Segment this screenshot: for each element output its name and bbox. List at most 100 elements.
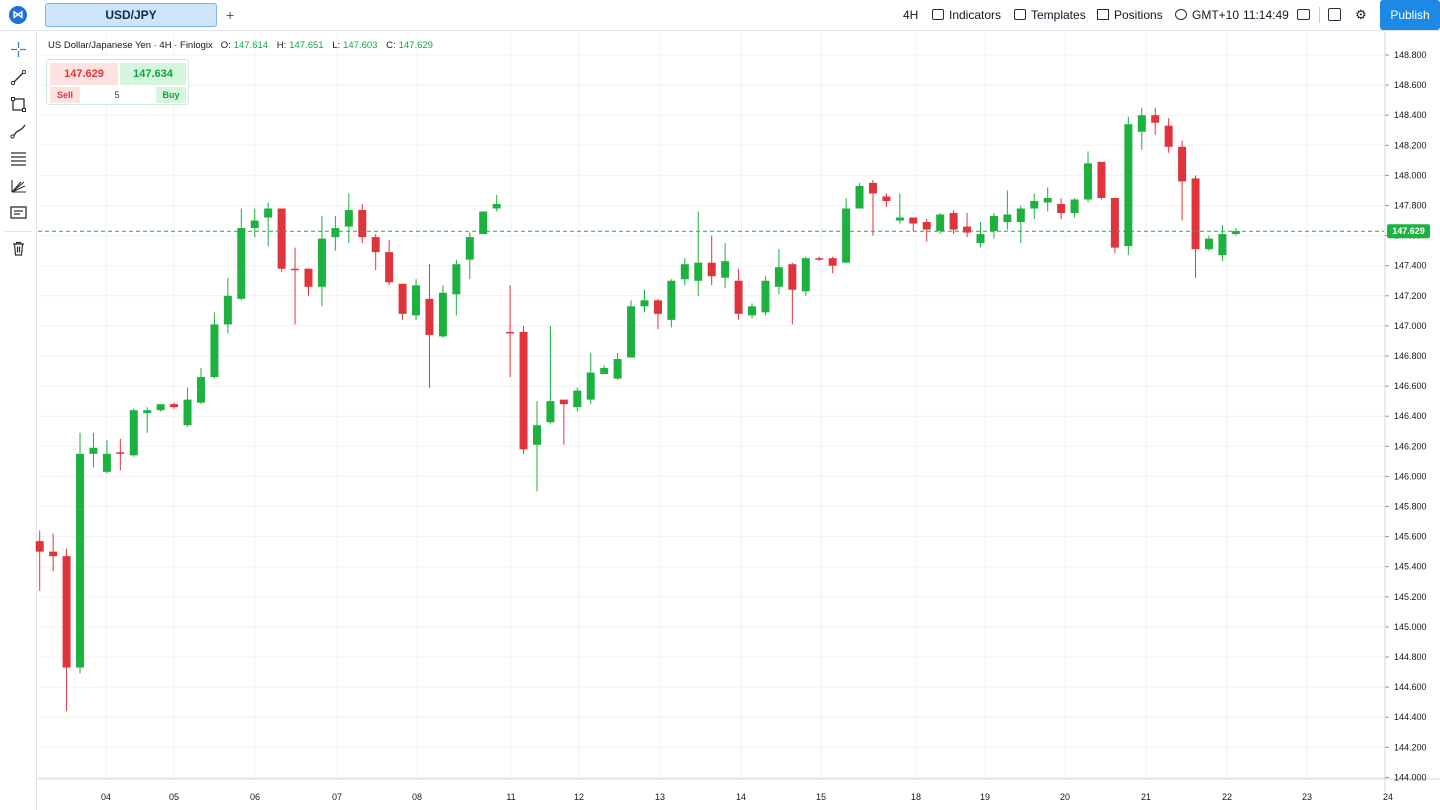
price-tick-label: 144.000 <box>1394 772 1427 782</box>
brush-icon[interactable] <box>10 123 27 140</box>
candle-down <box>1057 197 1066 220</box>
buy-price-button[interactable]: 147.634 <box>120 63 186 85</box>
candle-up <box>989 213 998 239</box>
sell-price-button[interactable]: 147.629 <box>50 63 118 85</box>
price-tick-label: 145.400 <box>1394 562 1427 572</box>
price-tick-label: 148.600 <box>1394 80 1427 90</box>
candle-up <box>465 232 474 280</box>
layout-button[interactable] <box>1328 8 1346 23</box>
price-tick-label: 146.800 <box>1394 351 1427 361</box>
text-note-icon[interactable] <box>10 204 27 221</box>
trash-icon[interactable] <box>10 240 27 257</box>
candle-up <box>237 208 246 301</box>
price-tick-label: 144.400 <box>1394 712 1427 722</box>
candle-up <box>412 279 421 320</box>
candle-down <box>371 234 380 271</box>
candle-up <box>694 211 703 296</box>
candle-up <box>331 216 340 251</box>
calendar-icon <box>1297 9 1310 20</box>
candle-down <box>734 268 743 320</box>
candle-up <box>479 211 488 235</box>
candle-up <box>640 289 649 313</box>
quantity-input[interactable]: 5 <box>114 90 120 100</box>
candle-up <box>748 303 757 319</box>
trend-line-icon[interactable] <box>10 69 27 86</box>
price-tick-label: 144.200 <box>1394 742 1427 752</box>
toolbar-divider <box>1319 7 1320 23</box>
time-axis[interactable]: 04 05 06 07 08 11 12 13 14 15 18 19 20 21 22 23 24 <box>101 792 1393 802</box>
candle-down <box>909 217 918 232</box>
time-tick-label: 08 <box>412 792 422 802</box>
candle-up <box>801 256 810 296</box>
candle-up <box>76 432 85 674</box>
candle-up <box>223 277 232 334</box>
candle-up <box>936 213 945 235</box>
crosshair-icon[interactable] <box>10 41 27 58</box>
time-tick-label: 22 <box>1222 792 1232 802</box>
price-tick-label: 147.200 <box>1394 291 1427 301</box>
positions-label: Positions <box>1114 8 1163 22</box>
top-toolbar: ⋈ USD/JPY + 4H Indicators Templates Posi… <box>0 0 1440 31</box>
candle-up <box>774 249 783 295</box>
settings-button[interactable]: ⚙ <box>1355 8 1367 22</box>
buy-button[interactable]: Buy <box>156 87 186 103</box>
time-tick-label: 23 <box>1302 792 1312 802</box>
candle-up <box>250 208 259 238</box>
candle-down <box>788 262 797 325</box>
publish-button[interactable]: Publish <box>1380 0 1440 30</box>
timezone-selector[interactable]: GMT+10 <box>1175 8 1239 22</box>
candle-up <box>1084 151 1093 203</box>
interval-selector[interactable]: 4H <box>903 8 919 22</box>
rectangle-icon[interactable] <box>10 96 27 113</box>
pitchfork-icon[interactable] <box>10 177 27 194</box>
gear-icon: ⚙ <box>1355 7 1367 22</box>
fib-retracement-icon[interactable] <box>10 150 27 167</box>
price-tick-label: 145.200 <box>1394 592 1427 602</box>
candle-up <box>210 312 219 379</box>
candle-down <box>358 203 367 244</box>
candle-up <box>1030 193 1039 220</box>
calendar-button[interactable] <box>1297 8 1315 22</box>
price-tick-label: 146.600 <box>1394 381 1427 391</box>
candle-up <box>855 182 864 209</box>
candle-up <box>344 193 353 244</box>
candle-down <box>815 256 824 262</box>
toolbar-divider <box>5 231 32 232</box>
candle-up <box>196 368 205 405</box>
candle-up <box>546 325 555 424</box>
candle-up <box>600 365 609 375</box>
candle-up <box>89 432 98 468</box>
candle-up <box>438 285 447 338</box>
candle-up <box>1137 107 1146 150</box>
candle-up <box>143 407 152 433</box>
candle-up <box>976 222 985 248</box>
candles <box>35 107 1240 712</box>
logo-icon[interactable]: ⋈ <box>9 6 27 24</box>
price-tick-label: 145.000 <box>1394 622 1427 632</box>
candle-up <box>1231 228 1240 236</box>
candle-up <box>183 387 192 427</box>
candle-down <box>963 213 972 238</box>
candle-down <box>949 210 958 235</box>
time-tick-label: 05 <box>169 792 179 802</box>
add-tab-button[interactable]: + <box>226 7 235 23</box>
candle-up <box>317 216 326 307</box>
candle-down <box>1097 161 1106 200</box>
positions-button[interactable]: Positions <box>1097 8 1163 22</box>
candle-up <box>627 300 636 358</box>
candle-up <box>761 276 770 316</box>
indicators-button[interactable]: Indicators <box>932 8 1001 22</box>
candle-down <box>1191 175 1200 278</box>
candle-up <box>721 243 730 289</box>
price-axis[interactable]: 148.800 148.600 148.400 148.200 148.000 147.8… <box>1385 50 1427 782</box>
legend-open-value: 147.614 <box>233 40 269 51</box>
templates-button[interactable]: Templates <box>1014 8 1086 22</box>
candle-down <box>922 219 931 242</box>
price-tick-label: 148.400 <box>1394 110 1427 120</box>
candle-down <box>1110 197 1119 254</box>
symbol-tab-usdjpy[interactable]: USD/JPY <box>45 3 217 27</box>
candle-down <box>653 298 662 329</box>
sell-button[interactable]: Sell <box>50 87 80 103</box>
candle-down <box>707 235 716 286</box>
